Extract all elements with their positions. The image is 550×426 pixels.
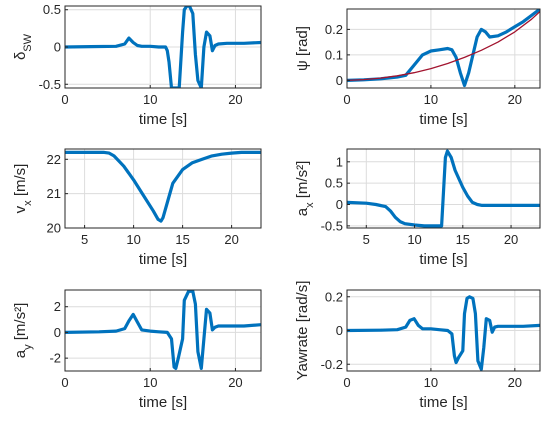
axes-box xyxy=(346,8,541,89)
series-line-1 xyxy=(65,150,261,223)
y-tick-label: 20 xyxy=(47,221,61,236)
x-tick-label: 20 xyxy=(228,92,242,107)
subplot-2: 0 10 20 0 0.1 0.2 time [s] ψ [rad] xyxy=(294,8,541,128)
subplot-4: 5 10 15 20 -0.5 0 0.5 1 time [s] ax [m/s²] xyxy=(294,148,541,268)
x-axis-label: time [s] xyxy=(419,394,467,411)
x-axis-label: time [s] xyxy=(139,251,187,268)
y-tick-label: 21 xyxy=(47,186,61,201)
x-tick-label: 10 xyxy=(143,375,157,390)
y-axis-label: ψ [rad] xyxy=(294,26,311,71)
x-tick-label: 10 xyxy=(424,92,438,107)
y-tick-label: -0.2 xyxy=(321,357,343,372)
y-tick-label: -0.5 xyxy=(39,77,61,92)
y-axis-label: ax [m/s²] xyxy=(294,161,316,217)
x-tick-label: 20 xyxy=(508,92,522,107)
x-tick-label: 20 xyxy=(224,232,238,247)
y-tick-label: -2 xyxy=(49,351,61,366)
y-tick-label: 0 xyxy=(54,40,61,55)
y-tick-label: 0.2 xyxy=(325,22,343,37)
y-axis-label: ay [m/s²] xyxy=(12,303,34,359)
y-tick-label: -0.5 xyxy=(321,218,343,233)
x-axis-label: time [s] xyxy=(419,111,467,128)
x-tick-label: 20 xyxy=(508,375,522,390)
x-axis-label: time [s] xyxy=(139,111,187,128)
x-tick-label: 10 xyxy=(143,92,157,107)
y-tick-label: 0.5 xyxy=(325,176,343,191)
y-axis-label: vx [m/s] xyxy=(12,164,34,214)
x-tick-label: 20 xyxy=(504,232,518,247)
x-tick-label: 10 xyxy=(424,375,438,390)
y-tick-label: 0.2 xyxy=(325,289,343,304)
y-tick-label: 0 xyxy=(54,325,61,340)
series-line-1 xyxy=(347,149,540,228)
series-line-2 xyxy=(347,10,540,82)
y-tick-label: 0.5 xyxy=(43,2,61,17)
y-tick-label: 22 xyxy=(47,152,61,167)
y-tick-label: 0 xyxy=(336,197,343,212)
y-axis-label: δSW xyxy=(12,33,34,60)
x-tick-label: 15 xyxy=(456,232,470,247)
axes-box xyxy=(346,148,541,229)
series-line-1 xyxy=(347,295,540,371)
x-tick-label: 20 xyxy=(228,375,242,390)
x-tick-label: 5 xyxy=(81,232,88,247)
x-tick-label: 0 xyxy=(343,92,350,107)
series-line-1 xyxy=(65,290,261,370)
x-tick-label: 10 xyxy=(126,232,140,247)
y-tick-label: 2 xyxy=(54,299,61,314)
axes-box xyxy=(64,148,262,229)
y-tick-label: 0 xyxy=(336,323,343,338)
y-axis-label: Yawrate [rad/s] xyxy=(294,281,311,381)
series-line-1 xyxy=(347,9,540,88)
x-tick-label: 5 xyxy=(363,232,370,247)
subplot-3: 5 10 15 20 20 21 22 time [s] vx [m/s] xyxy=(12,148,262,268)
x-tick-label: 10 xyxy=(407,232,421,247)
x-axis-label: time [s] xyxy=(139,394,187,411)
x-tick-label: 15 xyxy=(175,232,189,247)
y-tick-label: 1 xyxy=(336,154,343,169)
x-tick-label: 0 xyxy=(343,375,350,390)
x-tick-label: 0 xyxy=(61,375,68,390)
y-tick-label: 0.1 xyxy=(325,47,343,62)
series-line-1 xyxy=(65,6,261,88)
axes-box xyxy=(64,289,262,372)
x-axis-label: time [s] xyxy=(419,251,467,268)
x-tick-label: 0 xyxy=(61,92,68,107)
y-tick-label: 0 xyxy=(336,73,343,88)
